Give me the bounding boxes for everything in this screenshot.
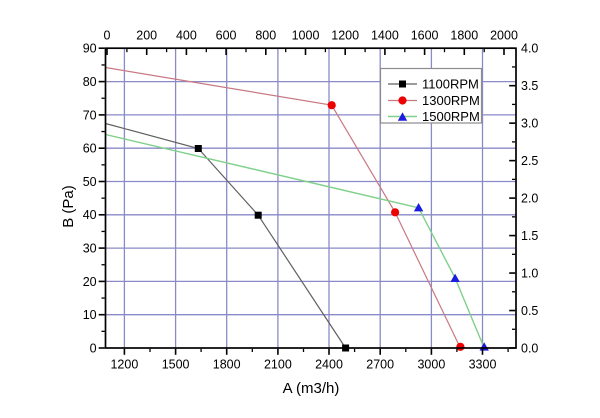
svg-text:3000: 3000 — [417, 358, 445, 372]
svg-text:2400: 2400 — [315, 358, 343, 372]
svg-text:70: 70 — [83, 108, 97, 122]
svg-text:1200: 1200 — [110, 358, 138, 372]
svg-text:90: 90 — [83, 42, 97, 56]
svg-text:0: 0 — [104, 29, 111, 43]
svg-text:3.5: 3.5 — [521, 79, 538, 93]
svg-text:0: 0 — [90, 341, 97, 355]
svg-text:1100RPM: 1100RPM — [422, 77, 479, 92]
svg-text:A (m3/h): A (m3/h) — [283, 380, 340, 397]
svg-text:4.0: 4.0 — [521, 42, 538, 56]
svg-text:1500: 1500 — [162, 358, 190, 372]
svg-text:2000: 2000 — [490, 29, 518, 43]
svg-text:40: 40 — [83, 208, 97, 222]
svg-text:600: 600 — [216, 29, 237, 43]
svg-text:20: 20 — [83, 275, 97, 289]
svg-text:1.5: 1.5 — [521, 229, 538, 243]
svg-text:2.0: 2.0 — [521, 192, 538, 206]
svg-text:0.0: 0.0 — [521, 341, 538, 355]
svg-text:3300: 3300 — [469, 358, 497, 372]
svg-text:2100: 2100 — [264, 358, 292, 372]
svg-text:800: 800 — [255, 29, 276, 43]
svg-text:1300RPM: 1300RPM — [422, 93, 480, 108]
svg-text:400: 400 — [176, 29, 197, 43]
svg-text:B (Pa): B (Pa) — [60, 185, 77, 228]
svg-text:50: 50 — [83, 175, 97, 189]
svg-text:30: 30 — [83, 242, 97, 256]
svg-text:1600: 1600 — [411, 29, 439, 43]
svg-text:1400: 1400 — [371, 29, 399, 43]
svg-text:2.5: 2.5 — [521, 154, 538, 168]
svg-text:1000: 1000 — [292, 29, 320, 43]
svg-text:2700: 2700 — [366, 358, 394, 372]
svg-text:1500RPM: 1500RPM — [422, 109, 480, 124]
svg-text:1.0: 1.0 — [521, 267, 538, 281]
svg-text:1800: 1800 — [450, 29, 478, 43]
svg-text:200: 200 — [136, 29, 157, 43]
svg-text:80: 80 — [83, 75, 97, 89]
svg-text:3.0: 3.0 — [521, 117, 538, 131]
svg-text:10: 10 — [83, 308, 97, 322]
svg-text:1200: 1200 — [331, 29, 359, 43]
svg-text:60: 60 — [83, 142, 97, 156]
svg-text:1800: 1800 — [213, 358, 241, 372]
svg-text:0.5: 0.5 — [521, 304, 538, 318]
